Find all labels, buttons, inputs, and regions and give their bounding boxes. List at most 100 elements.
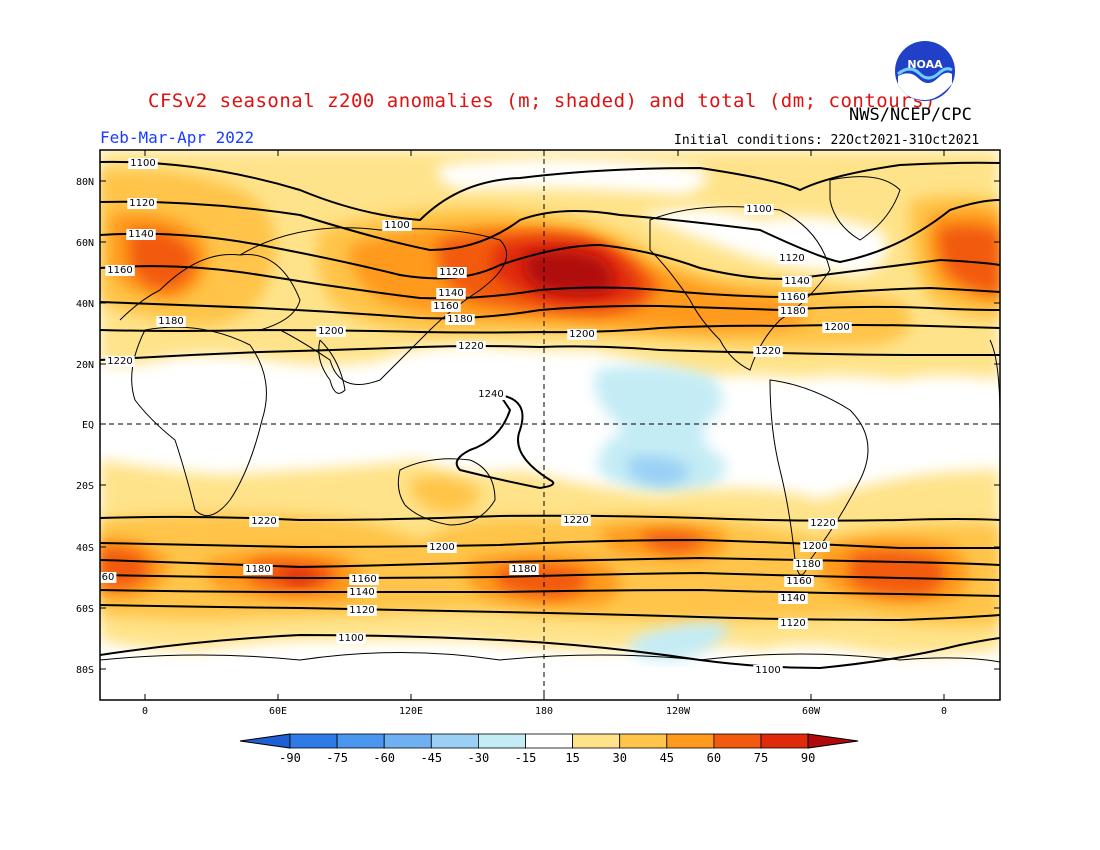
colorbar-label: -90 <box>279 751 301 765</box>
contour-label-bg <box>476 389 506 400</box>
contour-label-bg <box>427 542 457 553</box>
contour-label: 1120 <box>780 618 805 629</box>
contour-label: 1220 <box>107 356 132 367</box>
contour-label: 1160 <box>433 301 458 312</box>
contour-label-bg <box>445 314 475 325</box>
contour-label-bg <box>782 276 812 287</box>
contour-1140-sh <box>100 588 1000 597</box>
contour-label: 1220 <box>458 341 483 352</box>
contour-label-bg <box>128 158 158 169</box>
lon-label-120w: 120W <box>666 706 691 717</box>
contour-label: 1140 <box>780 593 805 604</box>
colorbar-label: -75 <box>326 751 348 765</box>
height-contours <box>100 160 1000 670</box>
contour-1100-sh <box>100 633 1000 670</box>
contour-1120-nh <box>100 199 1000 264</box>
contour-label-bg <box>753 665 783 676</box>
contour-label: 1140 <box>349 587 374 598</box>
contour-1220-nh <box>100 345 1000 361</box>
contour-1120-sh <box>100 604 1000 622</box>
colorbar-segment <box>430 733 479 749</box>
colorbar-label: 45 <box>660 751 674 765</box>
anomaly-trop-neg-30 <box>628 456 689 487</box>
contour-1100-nh <box>100 160 1000 222</box>
lat-label-40s: 40S <box>76 543 94 554</box>
contour-label: 1160 <box>780 292 805 303</box>
contour-label: 1220 <box>563 515 588 526</box>
contour-label: 1220 <box>251 516 276 527</box>
contour-label-bg <box>822 322 852 333</box>
anomaly-trop-neg-15 <box>595 366 726 495</box>
contour-label-bg <box>793 559 823 570</box>
colorbar-segment <box>477 733 526 749</box>
anomaly-sh-60 <box>100 531 945 598</box>
anomaly-shading <box>100 150 1000 661</box>
noaa-logo-icon: NOAA <box>895 41 955 101</box>
lon-label-60e: 60E <box>269 706 287 717</box>
contour-label: 1180 <box>245 564 270 575</box>
logo-text: NOAA <box>907 58 943 71</box>
colorbar: -90 -75 -60 -45 -30 -15 15 30 45 60 75 90 <box>239 733 859 765</box>
contour-label-bg <box>347 605 377 616</box>
contour-label: 1220 <box>810 518 835 529</box>
colorbar-label: 75 <box>754 751 768 765</box>
colorbar-segment <box>666 733 715 749</box>
contour-label: 1120 <box>439 267 464 278</box>
contour-label: 1220 <box>755 346 780 357</box>
lat-label-80n: 80N <box>76 177 94 188</box>
contour-label: 1100 <box>384 220 409 231</box>
lat-label-60s: 60S <box>76 604 94 615</box>
lat-label-20n: 20N <box>76 360 94 371</box>
map-frame <box>99 149 1001 701</box>
contour-label-bg <box>349 574 379 585</box>
colorbar-label: -45 <box>420 751 442 765</box>
colorbar-segment <box>572 733 621 749</box>
contour-label: 1200 <box>569 329 594 340</box>
contour-label: 1200 <box>802 541 827 552</box>
colorbar-label: -60 <box>373 751 395 765</box>
colorbar-label: -15 <box>515 751 537 765</box>
contour-label-bg <box>249 516 279 527</box>
anomaly-nh-90 <box>524 250 614 295</box>
contour-label-bg <box>561 515 591 526</box>
contour-label-bg <box>99 572 117 583</box>
colorbar-arrow-right <box>807 733 859 749</box>
colorbar-label: 15 <box>565 751 579 765</box>
lon-label-120e: 120E <box>399 706 423 717</box>
contour-1200-sh <box>100 538 1000 550</box>
season-label: Feb-Mar-Apr 2022 <box>100 128 255 147</box>
lon-label-0: 0 <box>142 706 148 717</box>
contour-label: 1200 <box>429 542 454 553</box>
anomaly-ant-neg-15 <box>630 622 730 661</box>
colorbar-segment <box>383 733 432 749</box>
lat-label-80s: 80S <box>76 665 94 676</box>
contour-label-bg <box>156 316 186 327</box>
contour-1140-nh <box>100 232 1000 280</box>
contour-label: 1160 <box>107 265 132 276</box>
contour-label-bg <box>127 198 157 209</box>
contour-label: 1180 <box>511 564 536 575</box>
lat-label-eq: EQ <box>82 420 94 431</box>
contour-1180-nh <box>100 301 1000 320</box>
colorbar-label: 60 <box>707 751 721 765</box>
contour-label-bg <box>753 346 783 357</box>
lat-label-60n: 60N <box>76 238 94 249</box>
contour-1160-nh <box>100 265 1000 300</box>
contour-label-bg <box>347 587 377 598</box>
contour-label-bg <box>336 633 366 644</box>
contour-label-bg <box>808 518 838 529</box>
colorbar-arrow-left <box>239 733 291 749</box>
colorbar-label: -30 <box>468 751 490 765</box>
contour-label: 1160 <box>351 574 376 585</box>
contour-label: 1180 <box>780 306 805 317</box>
contour-label: 1200 <box>824 322 849 333</box>
coast-antarctica <box>100 652 1000 663</box>
contour-label-bg <box>778 306 808 317</box>
contour-label-bg <box>316 326 346 337</box>
coast-africa <box>131 326 267 517</box>
contour-label: 60 <box>102 572 115 583</box>
contour-label: 1100 <box>746 204 771 215</box>
contour-label: 1100 <box>338 633 363 644</box>
contour-label-bg <box>778 292 808 303</box>
colorbar-segment <box>289 733 338 749</box>
